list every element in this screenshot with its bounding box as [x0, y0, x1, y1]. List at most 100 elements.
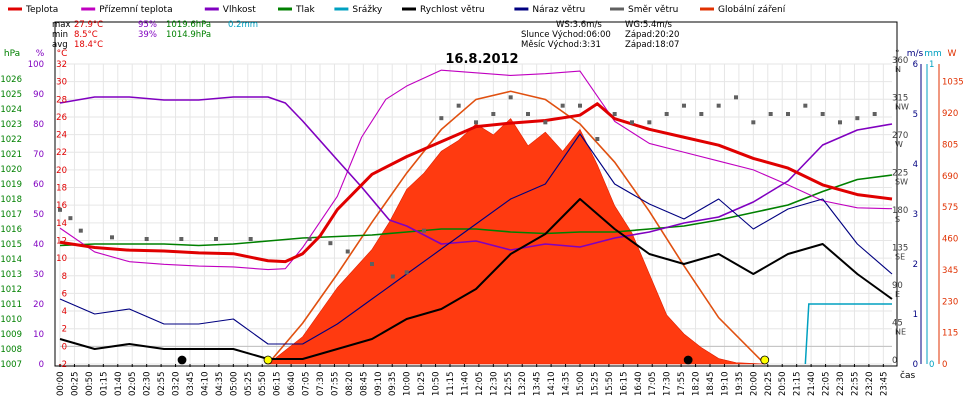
hpa-axis-tick-label: 1026 [0, 75, 22, 85]
pct-axis-tick-label: 50 [33, 210, 44, 220]
stats-value: 8.5°C [74, 30, 98, 40]
rad-axis-unit-label: W [948, 49, 957, 59]
x-tick-label: 01:15 [99, 372, 109, 397]
stats-value: min [52, 30, 68, 40]
pct-axis-tick-label: 100 [28, 60, 44, 70]
pct-axis-tick-label: 70 [33, 150, 44, 160]
x-tick-label: 11:40 [460, 372, 470, 397]
stats-value: avg [52, 40, 68, 50]
x-tick-label: 08:20 [345, 372, 355, 397]
stats-value: 27.9°C [74, 20, 103, 30]
sunset-stat: Západ:20:20 [625, 30, 679, 40]
x-tick-label: 03:20 [172, 372, 182, 397]
rad-axis-tick-label: 0 [942, 360, 947, 370]
hpa-axis-tick-label: 1013 [0, 270, 22, 280]
wind-direction-point [716, 103, 721, 108]
pct-axis-tick-label: 20 [33, 300, 44, 310]
x-tick-label: 14:35 [562, 372, 572, 397]
sunrise-stat: Slunce Východ:06:00 [521, 30, 611, 40]
temp-axis-tick-label: 16 [56, 201, 67, 211]
x-tick-label: 00:50 [85, 372, 95, 397]
stats-value: 95% [138, 20, 157, 30]
hpa-axis-tick-label: 1022 [0, 135, 22, 145]
stats-value: 0.2mm [228, 20, 258, 30]
x-tick-label: 22:05 [822, 372, 832, 397]
temp-axis-tick-label: 18 [56, 184, 67, 194]
hpa-axis-tick-label: 1010 [0, 315, 22, 325]
wind-speed-stat: WS:3.6m/s [556, 20, 602, 30]
hpa-axis-tick-label: 1023 [0, 120, 22, 130]
dir-axis-tick-label: 0 [892, 356, 897, 366]
dir-axis-tick-label: 360 [892, 56, 908, 66]
x-tick-label: 03:45 [186, 372, 196, 397]
temp-axis-tick-label: 26 [56, 113, 67, 123]
pct-axis-tick-label: 80 [33, 120, 44, 130]
hpa-axis-tick-label: 1008 [0, 345, 22, 355]
rad-axis-tick-label: 115 [942, 329, 958, 339]
pct-axis-tick-label: 60 [33, 180, 44, 190]
x-tick-label: 08:45 [359, 372, 369, 397]
wind-direction-point [390, 274, 395, 279]
wind-direction-point [328, 241, 333, 246]
rad-axis-tick-label: 345 [942, 266, 958, 276]
temp-axis-tick-label: 4 [62, 307, 67, 317]
x-tick-label: 13:45 [533, 372, 543, 397]
x-tick-label: 06:40 [287, 372, 297, 397]
moonset-marker [683, 355, 693, 365]
dir-axis-tick-label: 45 [892, 319, 903, 329]
wind-direction-point [474, 120, 478, 125]
temp-axis-tick-label: 10 [56, 254, 67, 264]
x-tick-label: 20:00 [749, 372, 759, 397]
dir-axis-unit-label: ° [895, 49, 900, 59]
temp-axis-tick-label: 6 [62, 289, 67, 299]
wind-direction-point [543, 120, 548, 125]
x-tick-label: 12:05 [475, 372, 485, 397]
wind-direction-point [144, 237, 149, 241]
temperature-line [59, 102, 893, 264]
rad-axis-tick-label: 460 [942, 235, 958, 245]
dir-axis-compass-label: SW [895, 178, 908, 187]
hpa-axis-tick-label: 1019 [0, 180, 22, 190]
wind-direction-point [682, 103, 686, 108]
pct-axis-tick-label: 40 [33, 240, 44, 250]
x-tick-label: 14:10 [547, 372, 557, 397]
pct-axis-unit-label: % [36, 49, 45, 59]
hpa-axis-tick-label: 1018 [0, 195, 22, 205]
legend-label: Globální záření [718, 5, 786, 15]
dir-axis-compass-label: NW [895, 103, 909, 112]
dir-axis-tick-label: 225 [892, 169, 908, 179]
x-tick-label: 13:20 [518, 372, 528, 397]
hpa-axis-tick-label: 1014 [0, 255, 22, 265]
temp-axis-unit-label: °C [57, 49, 68, 59]
ground-temperature-line [59, 69, 893, 271]
temp-axis-tick-label: 8 [62, 272, 67, 282]
rad-axis-tick-label: 230 [942, 297, 958, 307]
x-tick-label: 17:55 [677, 372, 687, 397]
x-tick-label: 15:50 [605, 372, 615, 397]
moonset-stat: Západ:18:07 [625, 40, 679, 50]
wind-direction-point [699, 112, 704, 116]
legend-label: Náraz větru [532, 5, 585, 15]
dir-axis-compass-label: NE [895, 328, 906, 337]
hpa-axis-unit-label: hPa [4, 49, 20, 59]
wind-axis-tick-label: 5 [913, 110, 918, 120]
x-tick-label: 05:00 [229, 372, 239, 397]
wind-direction-point [560, 103, 565, 108]
x-tick-label: 07:05 [302, 372, 312, 397]
x-tick-label: 00:00 [56, 372, 66, 397]
x-tick-label: 23:45 [879, 372, 889, 397]
dir-axis-compass-label: S [895, 215, 900, 224]
temp-axis-tick-label: 20 [56, 166, 67, 176]
x-tick-label: 04:35 [215, 372, 225, 397]
hpa-axis-tick-label: 1021 [0, 150, 22, 160]
wind-axis-tick-label: 4 [913, 160, 918, 170]
wind-gust-line [59, 133, 893, 345]
wind-direction-point [508, 95, 513, 100]
x-tick-label: 07:30 [316, 372, 326, 397]
x-tick-label: 11:15 [446, 372, 456, 397]
rad-axis-tick-label: 920 [942, 109, 958, 119]
rain-axis-unit-label: mm [924, 49, 942, 59]
temp-axis-tick-label: 30 [56, 78, 67, 88]
legend-label: Tlak [295, 5, 316, 15]
